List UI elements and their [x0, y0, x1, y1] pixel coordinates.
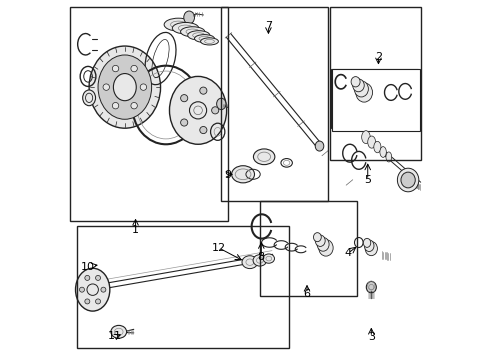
- Text: 1: 1: [132, 225, 139, 235]
- Ellipse shape: [164, 18, 192, 31]
- Ellipse shape: [315, 235, 325, 247]
- Ellipse shape: [379, 147, 386, 157]
- Ellipse shape: [318, 240, 332, 256]
- Circle shape: [84, 299, 90, 304]
- Circle shape: [180, 119, 187, 126]
- Circle shape: [84, 275, 90, 280]
- Circle shape: [200, 87, 206, 94]
- Ellipse shape: [366, 282, 376, 293]
- Bar: [331, 69, 419, 131]
- Text: 12: 12: [211, 243, 225, 253]
- Ellipse shape: [253, 255, 266, 266]
- Circle shape: [211, 107, 218, 114]
- Text: 3: 3: [367, 332, 374, 342]
- Circle shape: [95, 275, 101, 280]
- Ellipse shape: [263, 254, 274, 263]
- Text: 4: 4: [344, 248, 351, 258]
- Text: 8: 8: [257, 252, 264, 262]
- Ellipse shape: [242, 256, 257, 269]
- Ellipse shape: [194, 35, 214, 42]
- Circle shape: [140, 84, 146, 90]
- Ellipse shape: [397, 168, 418, 192]
- Ellipse shape: [75, 268, 110, 311]
- Ellipse shape: [355, 83, 372, 102]
- Ellipse shape: [364, 240, 373, 252]
- Ellipse shape: [315, 141, 323, 151]
- Text: 7: 7: [264, 21, 271, 31]
- Circle shape: [200, 126, 206, 134]
- Text: 6: 6: [303, 289, 310, 298]
- Ellipse shape: [361, 131, 369, 144]
- Circle shape: [131, 103, 137, 109]
- Ellipse shape: [350, 77, 359, 87]
- Bar: [329, 7, 420, 160]
- Text: 9: 9: [224, 170, 230, 180]
- Ellipse shape: [363, 238, 370, 247]
- Circle shape: [112, 66, 119, 72]
- Ellipse shape: [367, 136, 375, 148]
- Circle shape: [131, 66, 137, 72]
- Bar: [70, 7, 228, 221]
- Ellipse shape: [365, 242, 377, 256]
- Circle shape: [103, 84, 109, 90]
- Circle shape: [180, 95, 187, 102]
- Ellipse shape: [169, 76, 226, 144]
- Bar: [259, 202, 356, 296]
- Text: 10: 10: [81, 262, 95, 272]
- Text: 11: 11: [108, 332, 122, 342]
- Ellipse shape: [200, 38, 218, 45]
- Circle shape: [101, 287, 106, 292]
- Bar: [221, 7, 328, 202]
- Text: 5: 5: [364, 175, 370, 185]
- Ellipse shape: [183, 11, 194, 24]
- Ellipse shape: [180, 27, 204, 37]
- Circle shape: [87, 284, 98, 296]
- Ellipse shape: [216, 98, 225, 110]
- Ellipse shape: [352, 79, 364, 92]
- Ellipse shape: [111, 325, 126, 338]
- Ellipse shape: [231, 166, 254, 183]
- Ellipse shape: [313, 233, 321, 242]
- Text: 2: 2: [374, 52, 381, 62]
- Ellipse shape: [82, 90, 95, 106]
- Circle shape: [80, 287, 84, 292]
- Ellipse shape: [98, 55, 151, 119]
- Ellipse shape: [113, 73, 136, 101]
- Circle shape: [95, 299, 101, 304]
- Bar: [77, 226, 288, 348]
- Bar: [330, 69, 418, 128]
- Circle shape: [112, 103, 119, 109]
- Ellipse shape: [89, 46, 160, 128]
- Ellipse shape: [253, 149, 274, 165]
- Circle shape: [189, 102, 206, 119]
- Ellipse shape: [385, 152, 391, 162]
- Ellipse shape: [353, 81, 367, 97]
- Ellipse shape: [187, 31, 209, 40]
- Ellipse shape: [400, 172, 414, 188]
- Ellipse shape: [172, 22, 198, 34]
- Ellipse shape: [316, 237, 328, 251]
- Ellipse shape: [373, 141, 380, 153]
